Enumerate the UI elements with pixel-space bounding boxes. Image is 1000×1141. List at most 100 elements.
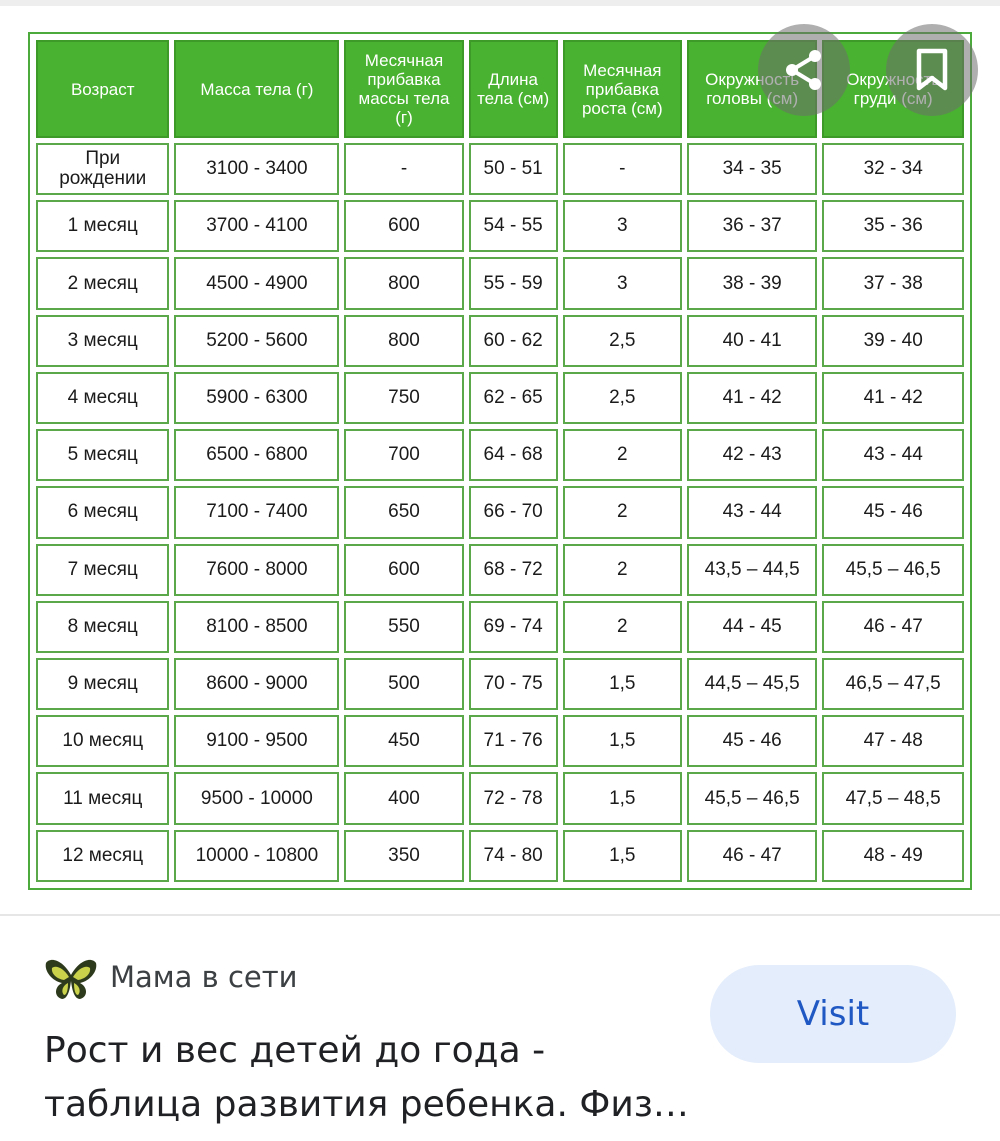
table-cell: 43 - 44 [822,429,964,482]
table-cell: 12 месяц [36,829,170,882]
table-cell: 47,5 – 48,5 [822,772,964,825]
table-row: 8 месяц 8100 - 8500 550 69 - 74 2 44 - 45 46 -… [36,600,964,653]
header-body-mass: Масса тела (г) [174,40,340,138]
table-cell: 9500 - 10000 [174,772,340,825]
table-cell: 8600 - 9000 [174,657,340,711]
table-cell: 45,5 – 46,5 [686,772,818,825]
table-cell: 66 - 70 [468,486,558,539]
table-cell: 11 месяц [36,772,170,825]
table-cell: 8 месяц [36,600,170,653]
table-cell: - [562,143,682,196]
table-cell: 1,5 [562,772,682,825]
bookmark-icon [916,48,948,91]
table-cell: 4500 - 4900 [174,257,340,310]
table-cell: 68 - 72 [468,543,558,596]
table-cell: 4 месяц [36,371,170,425]
table-cell: 74 - 80 [468,829,558,882]
table-row: 6 месяц 7100 - 7400 650 66 - 70 2 43 - 44 45 -… [36,486,964,539]
table-cell: 800 [344,257,464,310]
table-cell: 3100 - 3400 [174,143,340,196]
header-body-length: Длина тела (см) [468,40,558,138]
table-row: 3 месяц 5200 - 5600 800 60 - 62 2,5 40 - 41 39… [36,314,964,367]
butterfly-icon [45,959,97,999]
table-row: 1 месяц 3700 - 4100 600 54 - 55 3 36 - 37 35 -… [36,200,964,253]
top-separator [0,0,1000,6]
table-row: 10 месяц 9100 - 9500 450 71 - 76 1,5 45 - 46 4… [36,715,964,768]
table-cell: 44,5 – 45,5 [686,657,818,711]
table-cell: 34 - 35 [686,143,818,196]
table-cell: 550 [344,600,464,653]
result-title[interactable]: Рост и вес детей до года - таблица разви… [44,1030,689,1125]
table-row: 9 месяц 8600 - 9000 500 70 - 75 1,5 44,5 – 45… [36,657,964,711]
table-row: 7 месяц 7600 - 8000 600 68 - 72 2 43,5 – 44,5… [36,543,964,596]
table-row: 11 месяц 9500 - 10000 400 72 - 78 1,5 45,5 – … [36,772,964,825]
table-cell: При рождении [36,143,170,196]
table-cell: 1,5 [562,829,682,882]
table-cell: 47 - 48 [822,715,964,768]
table-cell: 60 - 62 [468,314,558,367]
table-cell: 37 - 38 [822,257,964,310]
table-cell: 2,5 [562,371,682,425]
table-cell: 48 - 49 [822,829,964,882]
table-row: 5 месяц 6500 - 6800 700 64 - 68 2 42 - 43 43 -… [36,429,964,482]
share-icon [786,50,821,90]
table-cell: 2 [562,429,682,482]
table-cell: 7 месяц [36,543,170,596]
table-row: 4 месяц 5900 - 6300 750 62 - 65 2,5 41 - 42 41… [36,371,964,425]
table-cell: 3700 - 4100 [174,200,340,253]
table-cell: 43,5 – 44,5 [686,543,818,596]
table-cell: 650 [344,486,464,539]
table-cell: 6500 - 6800 [174,429,340,482]
table-cell: 5 месяц [36,429,170,482]
table-cell: 5900 - 6300 [174,371,340,425]
table-cell: 700 [344,429,464,482]
table-row: При рождении 3100 - 3400-50 - 51-34 - 35 3… [36,143,964,196]
header-age: Возраст [36,40,170,138]
table-cell: 9 месяц [36,657,170,711]
share-button[interactable] [758,24,850,116]
table-cell: 46,5 – 47,5 [822,657,964,711]
table-cell: 62 - 65 [468,371,558,425]
visit-button[interactable]: Visit [710,965,956,1063]
table-cell: 400 [344,772,464,825]
table-cell: 55 - 59 [468,257,558,310]
table-cell: 45,5 – 46,5 [822,543,964,596]
table-cell: 45 - 46 [822,486,964,539]
table-body: При рождении 3100 - 3400-50 - 51-34 - 35 3… [36,143,964,882]
table-cell: 50 - 51 [468,143,558,196]
table-cell: 64 - 68 [468,429,558,482]
table-cell: 2 месяц [36,257,170,310]
table-cell: 43 - 44 [686,486,818,539]
table-cell: 2 [562,543,682,596]
section-divider [0,914,1000,916]
table-cell: 750 [344,371,464,425]
table-cell: 54 - 55 [468,200,558,253]
table-cell: 600 [344,543,464,596]
table-cell: 500 [344,657,464,711]
header-monthly-mass-gain: Месячная прибавка массы тела (г) [344,40,464,138]
table-cell: 46 - 47 [822,600,964,653]
header-monthly-height-gain: Месячная прибавка роста (см) [562,40,682,138]
save-button[interactable] [886,24,978,116]
table-cell: 1,5 [562,715,682,768]
table-cell: 7100 - 7400 [174,486,340,539]
table-cell: 72 - 78 [468,772,558,825]
table-cell: 7600 - 8000 [174,543,340,596]
table-cell: 32 - 34 [822,143,964,196]
table-cell: 41 - 42 [822,371,964,425]
table-cell: 10 месяц [36,715,170,768]
table-cell: 70 - 75 [468,657,558,711]
table-cell: 40 - 41 [686,314,818,367]
table-cell: 10000 - 10800 [174,829,340,882]
table-cell: 44 - 45 [686,600,818,653]
table-cell: 39 - 40 [822,314,964,367]
table-cell: 9100 - 9500 [174,715,340,768]
table-cell: 8100 - 8500 [174,600,340,653]
table-cell: 38 - 39 [686,257,818,310]
table-cell: 46 - 47 [686,829,818,882]
table-cell: 3 месяц [36,314,170,367]
source-name[interactable]: Мама в сети [110,960,298,994]
table-cell: 2,5 [562,314,682,367]
table-cell: 1 месяц [36,200,170,253]
table-cell: 6 месяц [36,486,170,539]
